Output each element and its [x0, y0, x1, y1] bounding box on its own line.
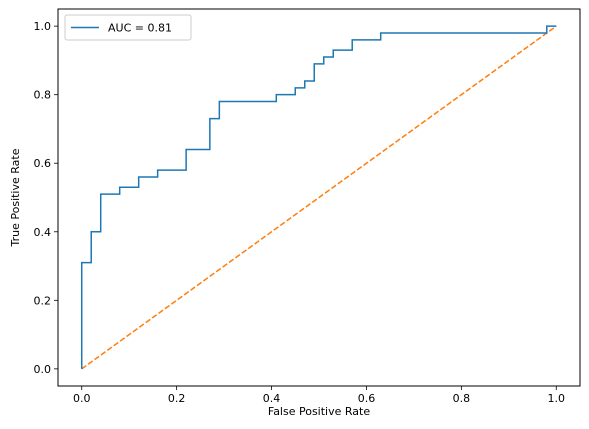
x-tick-label: 0.8	[453, 392, 471, 405]
chance-diagonal-line	[81, 25, 557, 370]
x-tick-label: 0.0	[73, 392, 91, 405]
y-tick-label: 0.2	[34, 294, 52, 307]
x-tick-label: 0.6	[358, 392, 376, 405]
y-tick-label: 0.8	[34, 89, 52, 102]
y-tick-label: 0.6	[34, 157, 52, 170]
x-axis-label: False Positive Rate	[268, 405, 370, 418]
roc-curve-line	[80, 25, 557, 369]
x-tick-label: 0.2	[168, 392, 186, 405]
legend-box	[64, 14, 192, 41]
x-tick-label: 1.0	[548, 392, 566, 405]
x-tick-label: 0.4	[263, 392, 281, 405]
y-axis-label: True Positive Rate	[9, 148, 22, 247]
legend: AUC = 0.81	[64, 14, 192, 41]
legend-label-auc: AUC = 0.81	[108, 22, 172, 35]
y-tick-label: 1.0	[34, 20, 52, 33]
y-tick-label: 0.4	[34, 226, 52, 239]
y-tick-label: 0.0	[34, 363, 52, 376]
plot-frame	[57, 8, 581, 387]
